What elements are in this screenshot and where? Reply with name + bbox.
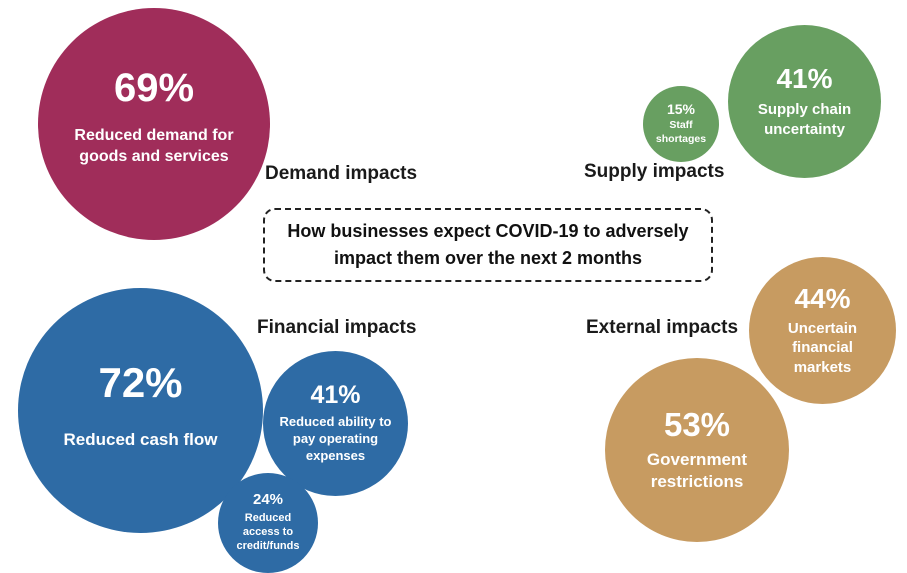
bubble-uncertain-financial-markets: 44% Uncertain financial markets: [749, 257, 896, 404]
bubble-label: Reduced demand for goods and services: [74, 127, 234, 165]
bubble-reduced-access-credit: 24% Reduced access to credit/funds: [218, 473, 318, 573]
bubble-label: Reduced ability to pay operating expense…: [279, 413, 392, 463]
bubble-label: Reduced cash flow: [63, 429, 218, 449]
percent-value: 41%: [310, 381, 361, 410]
bubble-label: Uncertain financial markets: [787, 319, 858, 376]
chart-title: How businesses expect COVID-19 to advers…: [287, 221, 689, 268]
group-label-supply-impacts: Supply impacts: [584, 161, 725, 182]
percent-value: 72%: [98, 359, 183, 407]
bubble-reduced-ability-pay-expenses: 41% Reduced ability to pay operating exp…: [263, 351, 408, 496]
bubble-supply-chain-uncertainty: 41% Supply chain uncertainty: [728, 25, 881, 178]
percent-value: 15%: [666, 100, 696, 117]
bubble-label: Supply chain uncertainty: [757, 101, 852, 138]
group-label-demand-impacts: Demand impacts: [265, 163, 418, 184]
percent-value: 53%: [663, 405, 731, 443]
bubble-label: Staff shortages: [655, 119, 707, 145]
group-label-external-impacts: External impacts: [586, 317, 739, 338]
percent-value: 41%: [776, 62, 833, 94]
chart-title-box: How businesses expect COVID-19 to advers…: [263, 208, 713, 282]
bubble-reduced-cash-flow: 72% Reduced cash flow: [18, 288, 263, 533]
bubble-reduced-demand: 69% Reduced demand for goods and service…: [38, 8, 270, 240]
percent-value: 69%: [113, 66, 195, 111]
bubble-staff-shortages: 15% Staff shortages: [643, 86, 719, 162]
bubble-label: Reduced access to credit/funds: [236, 511, 300, 553]
percent-value: 24%: [252, 491, 284, 509]
group-label-financial-impacts: Financial impacts: [257, 317, 417, 338]
bubble-label: Government restrictions: [646, 450, 748, 492]
bubble-government-restrictions: 53% Government restrictions: [605, 358, 789, 542]
percent-value: 44%: [794, 282, 851, 314]
